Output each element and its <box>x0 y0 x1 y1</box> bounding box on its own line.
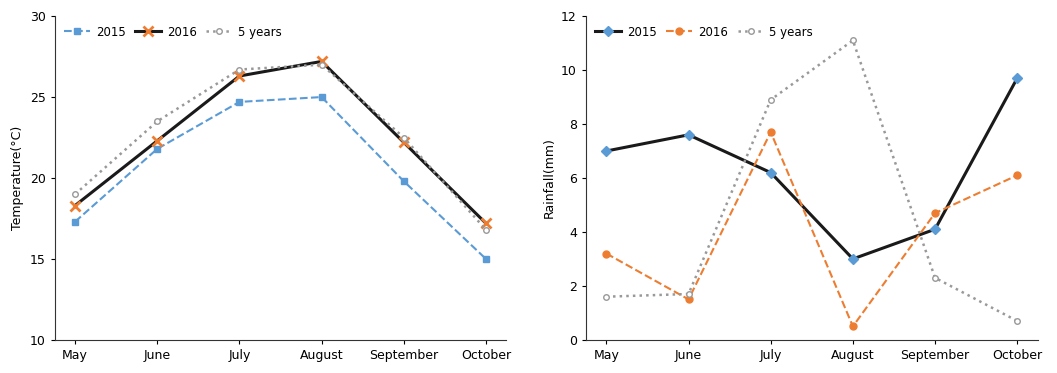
Y-axis label: Temperature(°C): Temperature(°C) <box>12 126 24 230</box>
Legend: 2015, 2016, 5 years: 2015, 2016, 5 years <box>592 22 817 42</box>
Y-axis label: Rainfall(mm): Rainfall(mm) <box>542 138 555 219</box>
Legend: 2015, 2016, 5 years: 2015, 2016, 5 years <box>60 22 285 42</box>
